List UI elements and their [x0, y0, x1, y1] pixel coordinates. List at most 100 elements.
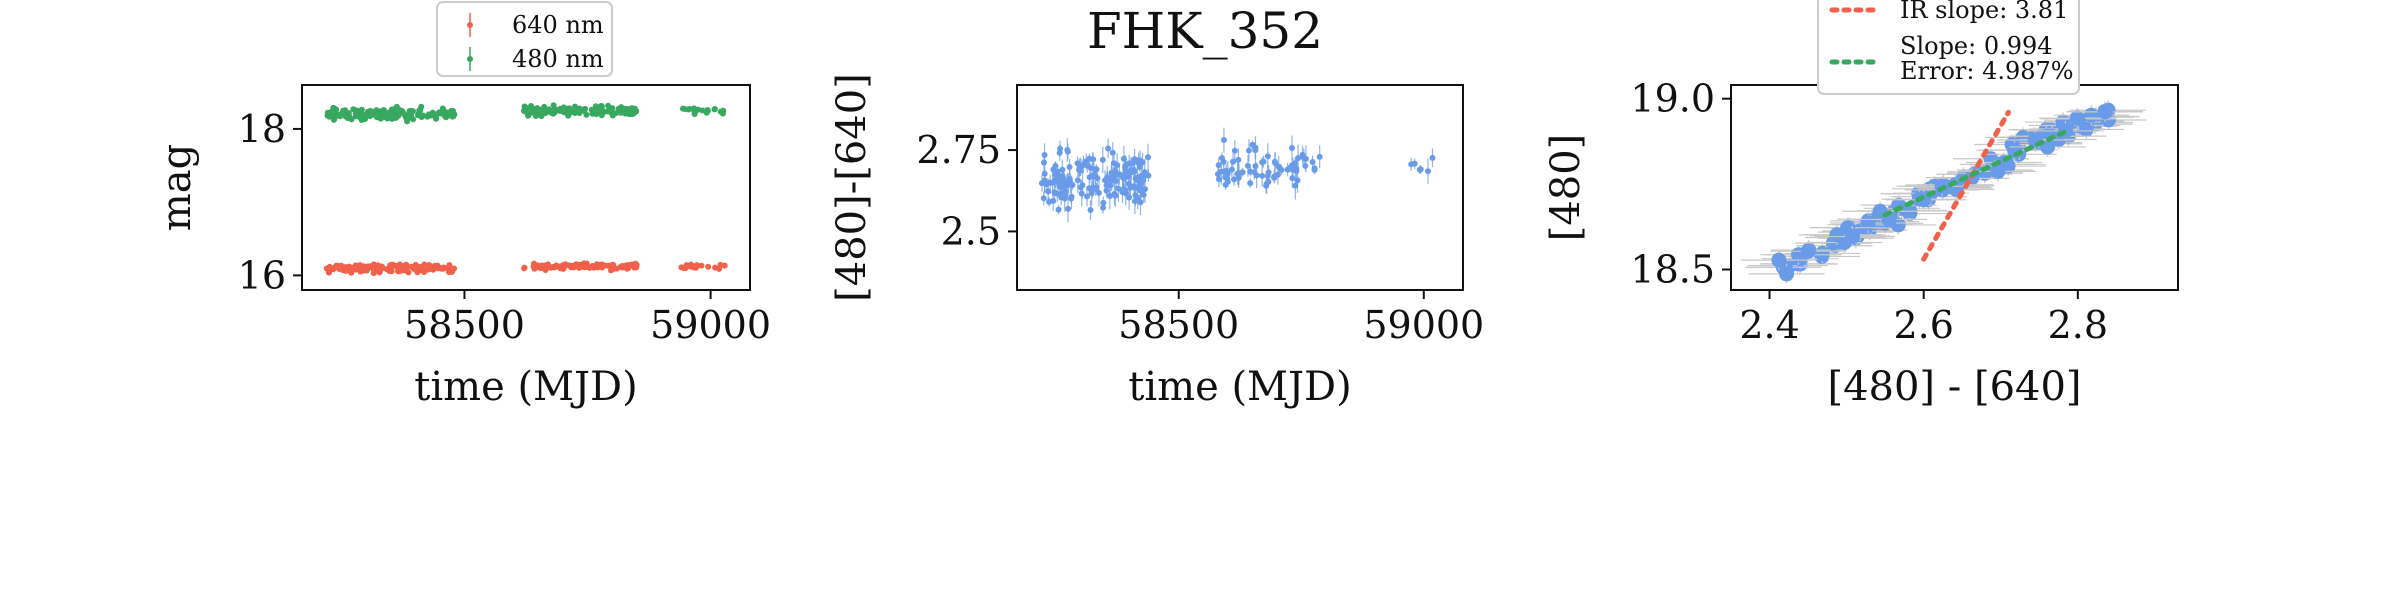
data-point [551, 264, 558, 271]
data-point [610, 261, 617, 268]
series-480-nm-points [324, 102, 727, 125]
data-point [1292, 182, 1299, 189]
data-point [357, 110, 364, 117]
data-point [421, 269, 428, 276]
data-point [605, 262, 612, 269]
data-point [1275, 163, 1282, 170]
data-point [679, 105, 686, 112]
legend-label-detail: Error: 4.987% [1900, 57, 2074, 85]
data-point [1289, 175, 1296, 182]
x-tick-label: 59000 [650, 303, 771, 347]
data-point [1122, 162, 1129, 169]
data-point [1244, 162, 1251, 169]
data-point [1259, 159, 1266, 166]
plot-area-color-curve [1038, 127, 1436, 223]
data-point [1051, 189, 1058, 196]
data-point [608, 109, 615, 116]
data-point [1065, 205, 1072, 212]
data-point [332, 264, 339, 271]
data-point [407, 113, 414, 120]
data-point [683, 263, 690, 270]
data-point [1119, 189, 1126, 196]
data-point [440, 264, 447, 271]
data-point [624, 109, 631, 116]
legend-label: 480 nm [512, 45, 604, 73]
legend-label: Slope: 0.994 [1900, 32, 2053, 60]
y-axis-label: [480]-[640] [829, 73, 875, 302]
data-point [1111, 190, 1118, 197]
data-point [1086, 185, 1093, 192]
plot-area-color-magnitude [1740, 100, 2147, 284]
data-point [691, 111, 698, 118]
data-point [690, 105, 697, 112]
fit-line-0 [1921, 109, 2011, 262]
data-point [1252, 163, 1259, 170]
data-point [1111, 160, 1118, 167]
data-point [599, 264, 606, 271]
data-point [1311, 165, 1318, 172]
data-point [362, 264, 369, 271]
data-point [1302, 162, 1309, 169]
data-point [589, 263, 596, 270]
y-tick-label: 18.5 [1630, 248, 1715, 292]
data-point [608, 267, 615, 274]
data-point [450, 110, 457, 117]
data-point [1056, 182, 1063, 189]
figure-title: FHK_352 [1087, 2, 1323, 60]
data-point [1219, 155, 1226, 162]
series-640-nm-points [323, 260, 728, 277]
data-point [442, 110, 449, 117]
data-point [350, 106, 357, 113]
data-point [1061, 195, 1068, 202]
data-point [1215, 176, 1222, 183]
data-point [1083, 158, 1090, 165]
data-point [1045, 188, 1052, 195]
data-point [1127, 184, 1134, 191]
data-point [1040, 195, 1047, 202]
data-point [357, 268, 364, 275]
data-point [678, 264, 685, 271]
data-point [1265, 178, 1272, 185]
data-point [430, 112, 437, 119]
data-point [2083, 107, 2099, 123]
data-point [1779, 266, 1795, 282]
data-point [383, 266, 390, 273]
data-point [542, 107, 549, 114]
data-point [1122, 174, 1129, 181]
data-point [330, 104, 337, 111]
chart-light-curve: 58500 59000 16 18 time (MJD) mag 640 nm 480 nm [154, 1, 771, 410]
data-point [446, 269, 453, 276]
data-point [1417, 166, 1424, 173]
data-point [631, 105, 638, 112]
data-point [420, 112, 427, 119]
data-point [690, 264, 697, 271]
data-point [369, 263, 376, 270]
x-axis-label: time (MJD) [414, 364, 637, 410]
data-point [1140, 191, 1147, 198]
data-point [1110, 172, 1117, 179]
data-point [560, 104, 567, 111]
data-point [716, 265, 723, 272]
data-point [1259, 172, 1266, 179]
data-point [630, 110, 637, 117]
data-point [1074, 160, 1081, 167]
data-point [1294, 177, 1301, 184]
data-point [1068, 193, 1075, 200]
y-tick-label: 2.75 [916, 128, 1001, 172]
data-point [1041, 151, 1048, 158]
y-axis-label: mag [154, 144, 200, 231]
data-point [598, 112, 605, 119]
data-point [1145, 154, 1152, 161]
data-point [401, 112, 408, 119]
data-point [325, 266, 332, 273]
data-point [574, 263, 581, 270]
data-point [358, 115, 365, 122]
data-point [1247, 180, 1254, 187]
y-tick-label: 18 [238, 107, 286, 151]
data-point [1295, 155, 1302, 162]
data-point [1235, 172, 1242, 179]
data-point [2078, 121, 2094, 137]
data-point [446, 262, 453, 269]
